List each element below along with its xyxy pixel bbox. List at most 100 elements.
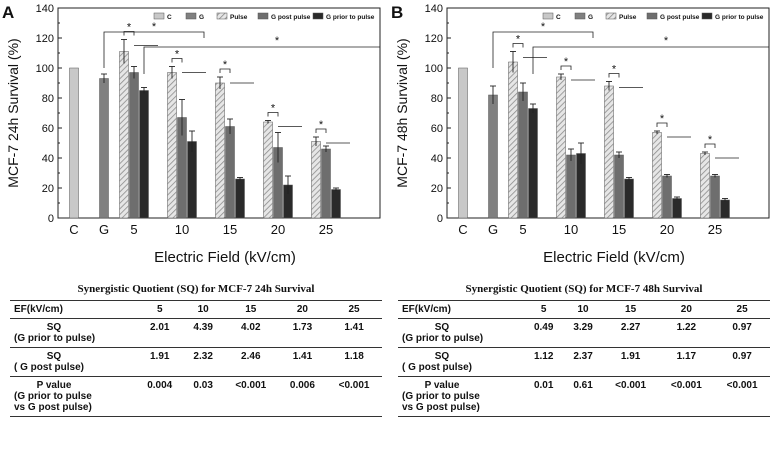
y-tick-label: 140 [36,3,54,15]
bar-g-post-pulse-15 [225,126,235,219]
significance-bracket: * [512,34,547,58]
sq-table-24h: EF(kV/cm) 5 10 15 20 25 SQ (G prior to pulse) 2.… [10,300,382,417]
legend-entry: G [588,14,593,21]
error-bar-control-g [490,85,496,104]
bar-g-prior-to-pulse-25 [331,189,341,219]
x-tick-label: 5 [130,222,137,237]
legend-entry: G post pulse [271,14,311,21]
bar-g-post-pulse-25 [710,175,720,219]
legend: C G Pulse G post pulse G prior to pulse [153,12,375,21]
error-bar [654,130,660,134]
table-cell: 1.12 [524,347,564,377]
significance-bracket: * [704,134,739,159]
legend-swatch [605,12,617,20]
table-cell: 2.37 [563,347,603,377]
error-bar [285,175,291,194]
significance-star: * [612,64,617,76]
legend-entry: G post pulse [660,14,700,21]
y-tick-label: 40 [431,153,443,165]
table-cell: 2.46 [222,347,279,377]
error-bar [169,66,175,79]
table-cell: 2.01 [136,318,184,348]
column-header: 15 [602,300,659,319]
error-bar [530,103,536,113]
bar-g-prior-to-pulse-5 [528,108,538,219]
table-cell: <0.001 [658,376,715,417]
legend-entry: Pulse [230,14,248,21]
table-row: SQ (G prior to pulse) 2.01 4.39 4.02 1.73 1.41 [10,318,382,348]
table-cell: 1.41 [278,347,327,377]
y-tick-label: 100 [36,63,54,75]
row-label: SQ( G post pulse) [398,347,524,377]
sq-table-24h-block: Synergistic Quotient (SQ) for MCF-7 24h … [10,278,382,417]
significance-bracket: * [219,59,254,84]
legend-entry: C [167,14,172,21]
bar-chart-b: B 0 20 40 60 80 100 120 140 MCF-7 48h Survival (%… [391,3,770,266]
sq-table-48h-block: Synergistic Quotient (SQ) for MCF-7 48h … [398,278,770,417]
table-row: P value (G prior to pulse vs G post pulse)… [10,376,382,417]
legend-entry: Pulse [619,14,637,21]
significance-bracket-long: ** [492,21,769,74]
column-header: 25 [326,300,382,319]
significance-star: * [564,56,569,68]
row-label-sub: ( G post pulse) [402,362,472,373]
y-tick-label: 80 [431,93,443,105]
significance-star: * [223,59,228,71]
y-tick-label: 100 [425,63,443,75]
table-cell: 0.004 [136,376,184,417]
significance-bracket: * [123,22,158,46]
error-bar [217,76,223,89]
x-axis-label: Electric Field (kV/cm) [543,249,685,266]
column-header-ef: EF(kV/cm) [398,300,524,319]
table-cell: <0.001 [222,376,279,417]
bar-g-post-pulse-15 [614,154,624,219]
column-header: 15 [222,300,279,319]
significance-bracket: * [171,49,206,73]
y-tick-label: 20 [42,183,54,195]
y-tick-label: 120 [425,33,443,45]
y-tick-label: 20 [431,183,443,195]
error-bar [189,130,195,152]
legend-entry: C [556,14,561,21]
error-bar [227,118,233,134]
sq-table-48h-title: Synergistic Quotient (SQ) for MCF-7 48h … [465,283,703,295]
bar-control-c [458,67,468,219]
error-bar [323,145,329,152]
row-label-main: P value [424,380,460,391]
row-label-sub: vs G post pulse) [14,402,92,413]
legend-entry: G [199,14,204,21]
error-bar [606,81,612,91]
column-header: 5 [524,300,564,319]
bar-control-g [488,94,498,219]
table-cell: 0.97 [714,318,770,348]
table-cell: 2.32 [183,347,223,377]
bar-g-post-pulse-10 [566,154,576,219]
sq-table-24h-title: Synergistic Quotient (SQ) for MCF-7 24h … [77,283,315,295]
table-cell: <0.001 [602,376,659,417]
x-tick-label-control: G [488,222,498,237]
x-tick-label-control: G [99,222,109,237]
bar-pulse-10 [167,72,177,219]
error-bar [179,99,185,136]
x-tick-label: 10 [564,222,578,237]
row-label-main: SQ [46,322,62,333]
column-header: 10 [183,300,223,319]
column-header: 20 [658,300,715,319]
significance-star: * [271,103,276,115]
bar-pulse-25 [311,141,321,219]
error-bar [520,82,526,101]
legend-swatch [701,12,713,20]
bar-pulse-15 [215,82,225,219]
legend-swatch [257,12,269,20]
x-tick-label: 20 [660,222,674,237]
y-tick-label: 120 [36,33,54,45]
table-cell: 1.91 [136,347,184,377]
significance-star: * [664,35,669,47]
table-row: P value (G prior to pulse vs G post pulse)… [398,376,770,417]
bar-pulse-10 [556,76,566,219]
x-tick-label-control: C [458,222,467,237]
legend: C G Pulse G post pulse G prior to pulse [542,12,764,21]
x-tick-label-control: C [69,222,78,237]
bar-control-c [69,67,79,219]
chart-panel-b: B 0 20 40 60 80 100 120 140 MCF-7 48h Survival (%… [389,0,778,270]
